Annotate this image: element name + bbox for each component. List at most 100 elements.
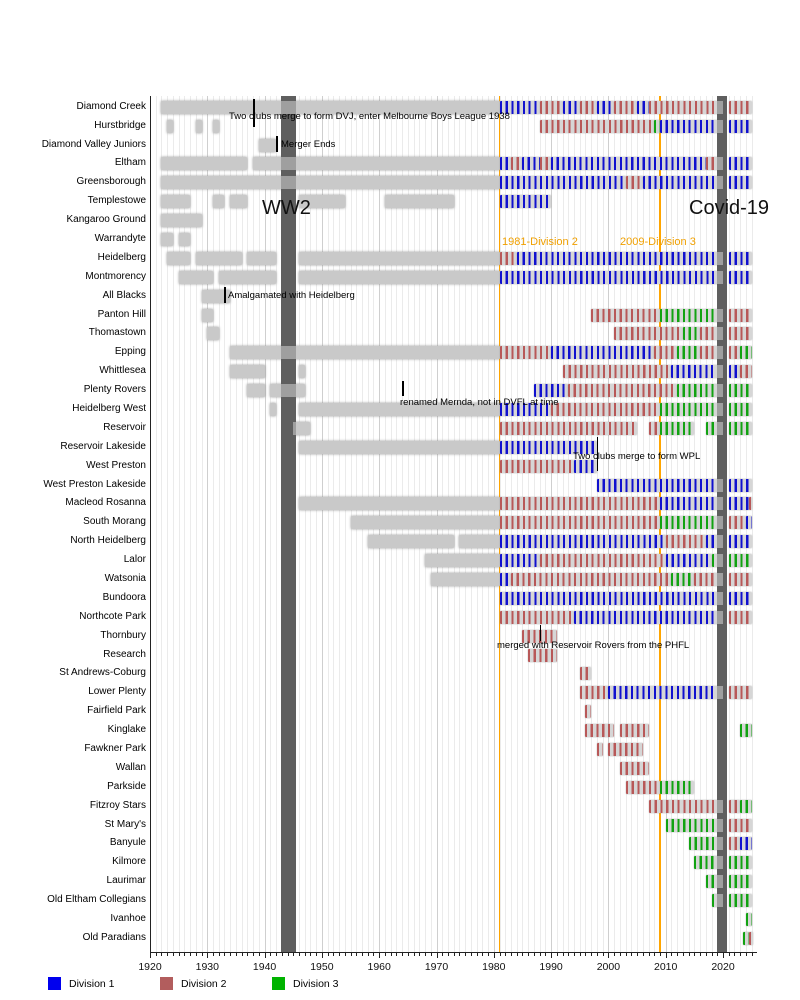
axis-tick	[390, 953, 392, 956]
era-band-notch	[716, 497, 723, 511]
timeline-bar-segment	[499, 459, 574, 473]
year-gridline	[270, 96, 272, 952]
decade-gridline	[207, 96, 209, 952]
timeline-bar-segment	[637, 100, 649, 114]
timeline-bar-segment	[728, 346, 741, 360]
era-band-notch	[716, 176, 723, 190]
axis-year-label: 2010	[654, 961, 678, 973]
era-band-notch	[281, 157, 297, 171]
era-band-notch	[716, 818, 723, 832]
axis-tick	[201, 953, 203, 956]
year-gridline	[161, 96, 163, 952]
year-gridline	[201, 96, 203, 952]
club-label: Templestowe	[87, 195, 146, 207]
timeline-bar-segment	[728, 327, 752, 341]
axis-tick	[362, 953, 363, 956]
timeline-bar-segment	[167, 119, 173, 133]
club-label: Northcote Park	[79, 610, 146, 622]
timeline-bar-segment	[298, 365, 305, 379]
club-label: Fitzroy Stars	[89, 799, 146, 811]
era-band-notch	[281, 346, 297, 360]
axis-tick	[258, 953, 260, 956]
timeline-bar-segment	[728, 591, 752, 605]
timeline-bar-segment	[298, 440, 500, 454]
axis-tick	[247, 953, 249, 956]
timeline-bar-segment	[499, 346, 552, 360]
axis-tick	[436, 953, 438, 958]
year-gridline	[298, 96, 300, 952]
era-band-notch	[716, 554, 723, 568]
timeline-bar-segment	[425, 554, 500, 568]
timeline-bar-segment	[293, 421, 311, 435]
axis-tick	[482, 953, 484, 956]
timeline-bar-segment	[748, 931, 753, 945]
axis-tick	[178, 953, 180, 956]
axis-tick	[150, 953, 151, 958]
era-band-notch	[716, 856, 723, 870]
timeline-bar-segment	[728, 308, 752, 322]
timeline-bar-segment	[665, 535, 706, 549]
club-label: Plenty Rovers	[83, 384, 146, 396]
club-label: Banyule	[109, 837, 146, 849]
timeline-bar-segment	[195, 119, 202, 133]
axis-tick	[167, 953, 169, 956]
club-label: Old Paradians	[82, 931, 146, 943]
club-label: Warrandyte	[94, 233, 146, 244]
timeline-bar-segment	[201, 289, 231, 303]
timeline-bar-segment	[579, 667, 592, 681]
timeline-bar-segment	[516, 251, 723, 265]
timeline-bar-segment	[499, 554, 540, 568]
timeline-bar-segment	[665, 818, 723, 832]
timeline-bar-segment	[625, 176, 643, 190]
legend-item: Division 3	[272, 977, 382, 991]
year-gridline	[344, 96, 346, 952]
timeline-bar-segment	[671, 365, 723, 379]
timeline-bar-segment	[167, 251, 191, 265]
y-axis-line	[150, 96, 152, 952]
axis-tick	[694, 953, 696, 956]
timeline-bar-segment	[499, 572, 511, 586]
timeline-bar-segment	[499, 535, 666, 549]
timeline-bar-segment	[230, 365, 265, 379]
timeline-bar-segment	[579, 100, 597, 114]
timeline-bar-segment	[740, 837, 752, 851]
timeline-bar-segment	[367, 535, 454, 549]
axis-tick	[585, 953, 587, 956]
timeline-bar-segment	[740, 365, 752, 379]
club-label: Wallan	[115, 761, 146, 773]
axis-tick	[459, 953, 461, 956]
timeline-bar-segment	[728, 478, 752, 492]
timeline-bar-segment	[728, 894, 752, 908]
axis-year-label: 1980	[482, 961, 506, 973]
timeline-bar-segment	[728, 270, 752, 284]
timeline-bar-segment	[539, 157, 552, 171]
club-label: Epping	[114, 346, 146, 358]
axis-tick	[551, 953, 553, 958]
era-band-notch	[716, 384, 723, 398]
axis-year-label: 1990	[539, 961, 563, 973]
timeline-bar-segment	[728, 421, 752, 435]
club-label: St Mary's	[104, 818, 146, 830]
timeline-bar-segment	[648, 100, 723, 114]
axis-tick	[562, 953, 564, 956]
club-label: Heidelberg West	[72, 402, 146, 414]
timeline-bar-segment	[728, 572, 752, 586]
timeline-bar-segment	[648, 799, 723, 813]
timeline-bar-segment	[562, 100, 580, 114]
era-band-notch	[716, 327, 723, 341]
timeline-bar-segment	[596, 478, 723, 492]
annotation-text: Amalgamated with Heidelberg	[228, 290, 355, 301]
legend-item: Division 1	[48, 977, 158, 991]
axis-tick	[339, 953, 341, 956]
timeline-bar-segment	[579, 686, 609, 700]
timeline-bar-segment	[253, 157, 500, 171]
timeline-bar-segment	[728, 799, 741, 813]
era-band-notch	[716, 270, 723, 284]
club-label: Reservoir	[103, 421, 146, 433]
timeline-bar-segment	[642, 176, 723, 190]
timeline-bar-segment	[677, 346, 701, 360]
timeline-bar-segment	[659, 516, 723, 530]
era-band-notch	[716, 572, 723, 586]
division-marker-label: 1981-Division 2	[502, 236, 578, 248]
